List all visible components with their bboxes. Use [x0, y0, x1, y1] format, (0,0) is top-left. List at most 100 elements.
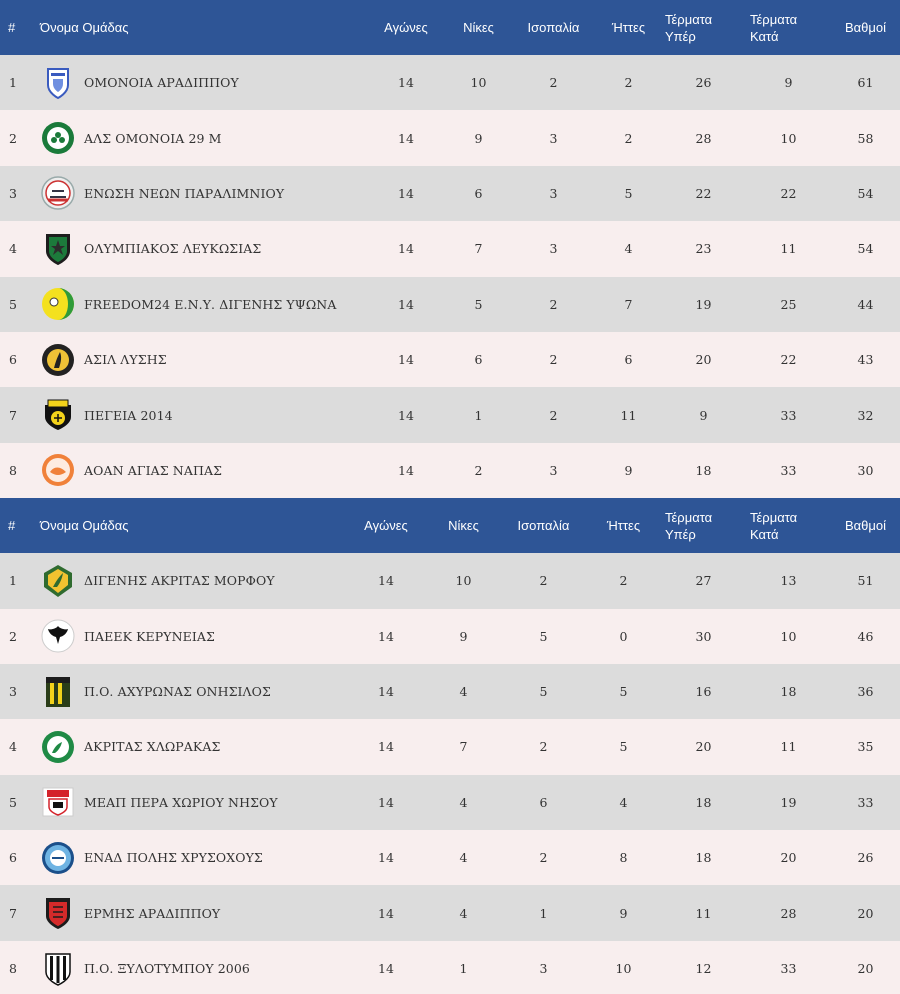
- team-cell[interactable]: ΕΝΑΔ ΠΟΛΗΣ ΧΡΥΣΟΧΟΥΣ: [36, 830, 346, 886]
- team-cell[interactable]: ΕΝΩΣΗ ΝΕΩΝ ΠΑΡΑΛΙΜΝΙΟΥ: [36, 165, 366, 222]
- digenis-morfou-crest-icon: [40, 563, 76, 599]
- goals-against-cell: 25: [746, 276, 831, 332]
- table-row[interactable]: 7 ΠΕΓΕΙΑ 2014 14 1 2 11 9 33 32: [0, 387, 900, 443]
- team-cell[interactable]: FREEDOM24 Ε.Ν.Υ. ΔΙΓΕΝΗΣ ΥΨΩΝΑ: [36, 276, 366, 332]
- header-wins[interactable]: Νίκες: [426, 498, 501, 554]
- team-cell[interactable]: Π.Ο. ΞΥΛΟΤΥΜΠΟΥ 2006: [36, 940, 346, 994]
- header-points[interactable]: Βαθμοί: [831, 498, 900, 554]
- table-row[interactable]: 5 FREEDOM24 Ε.Ν.Υ. ΔΙΓΕΝΗΣ ΥΨΩΝΑ 14 5 2 7 19 25…: [0, 276, 900, 332]
- header-draws[interactable]: Ισοπαλία: [501, 498, 586, 554]
- team-name: Π.Ο. ΞΥΛΟΤΥΜΠΟΥ 2006: [84, 961, 250, 977]
- header-played[interactable]: Αγώνες: [346, 498, 426, 554]
- wins-cell: 7: [446, 221, 511, 277]
- team-link[interactable]: ΟΜΟΝΟΙΑ ΑΡΑΔΙΠΠΟΥ: [40, 65, 362, 101]
- table-row[interactable]: 3 Π.Ο. ΑΧΥΡΩΝΑΣ ΟΝΗΣΙΛΟΣ 14 4 5 5 16 18 36: [0, 663, 900, 720]
- team-cell[interactable]: Π.Ο. ΑΧΥΡΩΝΑΣ ΟΝΗΣΙΛΟΣ: [36, 663, 346, 720]
- team-link[interactable]: ΠΕΓΕΙΑ 2014: [40, 397, 362, 433]
- played-cell: 14: [366, 387, 446, 443]
- header-goals-against[interactable]: Τέρματα Κατά: [746, 0, 831, 55]
- team-link[interactable]: ΕΝΩΣΗ ΝΕΩΝ ΠΑΡΑΛΙΜΝΙΟΥ: [40, 175, 362, 211]
- played-cell: 14: [366, 55, 446, 111]
- played-cell: 14: [366, 442, 446, 499]
- team-cell[interactable]: ΕΡΜΗΣ ΑΡΑΔΙΠΠΟΥ: [36, 885, 346, 941]
- played-cell: 14: [366, 165, 446, 222]
- table-row[interactable]: 5 ΜΕΑΠ ΠΕΡΑ ΧΩΡΙΟΥ ΝΗΣΟΥ 14 4 6 4 18 19 33: [0, 774, 900, 831]
- header-goals-against[interactable]: Τέρματα Κατά: [746, 498, 831, 554]
- wins-cell: 10: [426, 553, 501, 609]
- wins-cell: 6: [446, 331, 511, 388]
- header-losses[interactable]: Ήττες: [586, 498, 661, 554]
- header-goals-for-line2: Υπέρ: [665, 526, 696, 542]
- table-row[interactable]: 6 ΕΝΑΔ ΠΟΛΗΣ ΧΡΥΣΟΧΟΥΣ 14 4 2 8 18 20 26: [0, 830, 900, 886]
- goals-for-cell: 20: [661, 719, 746, 775]
- table-row[interactable]: 8 Π.Ο. ΞΥΛΟΤΥΜΠΟΥ 2006 14 1 3 10 12 33 20: [0, 940, 900, 994]
- goals-against-cell: 33: [746, 442, 831, 499]
- team-cell[interactable]: ΠΑΕΕΚ ΚΕΡΥΝΕΙΑΣ: [36, 608, 346, 664]
- wins-cell: 1: [446, 387, 511, 443]
- points-cell: 61: [831, 55, 900, 111]
- team-link[interactable]: ΑΛΣ ΟΜΟΝΟΙΑ 29 Μ: [40, 120, 362, 156]
- team-cell[interactable]: ΑΣΙΛ ΛΥΣΗΣ: [36, 331, 366, 388]
- table-body: 1 ΟΜΟΝΟΙΑ ΑΡΑΔΙΠΠΟΥ 14 10 2 2 26 9 61 2 ΑΛΣ ΟΜΟΝΟΙ…: [0, 55, 900, 499]
- header-played[interactable]: Αγώνες: [366, 0, 446, 55]
- table-row[interactable]: 7 ΕΡΜΗΣ ΑΡΑΔΙΠΠΟΥ 14 4 1 9 11 28 20: [0, 885, 900, 941]
- team-link[interactable]: ΕΡΜΗΣ ΑΡΑΔΙΠΠΟΥ: [40, 895, 342, 931]
- wins-cell: 1: [426, 940, 501, 994]
- header-goals-for[interactable]: Τέρματα Υπέρ: [661, 498, 746, 554]
- team-cell[interactable]: ΔΙΓΕΝΗΣ ΑΚΡΙΤΑΣ ΜΟΡΦΟΥ: [36, 553, 346, 609]
- team-link[interactable]: Π.Ο. ΞΥΛΟΤΥΜΠΟΥ 2006: [40, 951, 342, 987]
- team-link[interactable]: ΔΙΓΕΝΗΣ ΑΚΡΙΤΑΣ ΜΟΡΦΟΥ: [40, 563, 342, 599]
- points-cell: 20: [831, 885, 900, 941]
- team-cell[interactable]: ΟΛΥΜΠΙΑΚΟΣ ΛΕΥΚΩΣΙΑΣ: [36, 221, 366, 277]
- goals-for-cell: 11: [661, 885, 746, 941]
- team-cell[interactable]: ΟΜΟΝΟΙΑ ΑΡΑΔΙΠΠΟΥ: [36, 55, 366, 111]
- table-row[interactable]: 8 ΑΟΑΝ ΑΓΙΑΣ ΝΑΠΑΣ 14 2 3 9 18 33 30: [0, 442, 900, 499]
- header-wins[interactable]: Νίκες: [446, 0, 511, 55]
- points-cell: 54: [831, 221, 900, 277]
- enp-crest-icon: [40, 175, 76, 211]
- header-team[interactable]: Όνομα Ομάδας: [36, 0, 366, 55]
- wins-cell: 4: [426, 830, 501, 886]
- played-cell: 14: [346, 885, 426, 941]
- goals-for-cell: 16: [661, 663, 746, 720]
- header-rank[interactable]: #: [0, 0, 36, 55]
- team-link[interactable]: ΜΕΑΠ ΠΕΡΑ ΧΩΡΙΟΥ ΝΗΣΟΥ: [40, 784, 342, 820]
- team-link[interactable]: ΑΚΡΙΤΑΣ ΧΛΩΡΑΚΑΣ: [40, 729, 342, 765]
- rank-cell: 4: [0, 221, 36, 277]
- header-team[interactable]: Όνομα Ομάδας: [36, 498, 346, 554]
- header-rank[interactable]: #: [0, 498, 36, 554]
- header-draws[interactable]: Ισοπαλία: [511, 0, 596, 55]
- table-row[interactable]: 4 ΑΚΡΙΤΑΣ ΧΛΩΡΑΚΑΣ 14 7 2 5 20 11 35: [0, 719, 900, 775]
- team-cell[interactable]: ΠΕΓΕΙΑ 2014: [36, 387, 366, 443]
- team-link[interactable]: ΑΣΙΛ ΛΥΣΗΣ: [40, 342, 362, 378]
- header-points[interactable]: Βαθμοί: [831, 0, 900, 55]
- table-row[interactable]: 3 ΕΝΩΣΗ ΝΕΩΝ ΠΑΡΑΛΙΜΝΙΟΥ 14 6 3 5 22 22 54: [0, 165, 900, 222]
- team-link[interactable]: Π.Ο. ΑΧΥΡΩΝΑΣ ΟΝΗΣΙΛΟΣ: [40, 674, 342, 710]
- table-row[interactable]: 6 ΑΣΙΛ ΛΥΣΗΣ 14 6 2 6 20 22 43: [0, 331, 900, 388]
- table-row[interactable]: 2 ΠΑΕΕΚ ΚΕΡΥΝΕΙΑΣ 14 9 5 0 30 10 46: [0, 608, 900, 664]
- header-losses[interactable]: Ήττες: [596, 0, 661, 55]
- team-link[interactable]: ΠΑΕΕΚ ΚΕΡΥΝΕΙΑΣ: [40, 618, 342, 654]
- team-cell[interactable]: ΑΛΣ ΟΜΟΝΟΙΑ 29 Μ: [36, 110, 366, 166]
- team-cell[interactable]: ΑΚΡΙΤΑΣ ΧΛΩΡΑΚΑΣ: [36, 719, 346, 775]
- losses-cell: 9: [596, 442, 661, 499]
- team-cell[interactable]: ΜΕΑΠ ΠΕΡΑ ΧΩΡΙΟΥ ΝΗΣΟΥ: [36, 774, 346, 831]
- team-name: ΑΟΑΝ ΑΓΙΑΣ ΝΑΠΑΣ: [84, 462, 223, 478]
- team-name: ΠΕΓΕΙΑ 2014: [84, 407, 173, 423]
- goals-against-cell: 10: [746, 110, 831, 166]
- header-goals-for[interactable]: Τέρματα Υπέρ: [661, 0, 746, 55]
- team-cell[interactable]: ΑΟΑΝ ΑΓΙΑΣ ΝΑΠΑΣ: [36, 442, 366, 499]
- table-body: 1 ΔΙΓΕΝΗΣ ΑΚΡΙΤΑΣ ΜΟΡΦΟΥ 14 10 2 2 27 13 51 2 ΠΑΕΕ…: [0, 553, 900, 994]
- team-link[interactable]: ΑΟΑΝ ΑΓΙΑΣ ΝΑΠΑΣ: [40, 452, 362, 488]
- team-link[interactable]: FREEDOM24 Ε.Ν.Υ. ΔΙΓΕΝΗΣ ΥΨΩΝΑ: [40, 286, 362, 322]
- losses-cell: 4: [596, 221, 661, 277]
- points-cell: 32: [831, 387, 900, 443]
- wins-cell: 5: [446, 276, 511, 332]
- points-cell: 20: [831, 940, 900, 994]
- table-row[interactable]: 4 ΟΛΥΜΠΙΑΚΟΣ ΛΕΥΚΩΣΙΑΣ 14 7 3 4 23 11 54: [0, 221, 900, 277]
- team-link[interactable]: ΟΛΥΜΠΙΑΚΟΣ ΛΕΥΚΩΣΙΑΣ: [40, 231, 362, 267]
- team-link[interactable]: ΕΝΑΔ ΠΟΛΗΣ ΧΡΥΣΟΧΟΥΣ: [40, 840, 342, 876]
- table-row[interactable]: 2 ΑΛΣ ΟΜΟΝΟΙΑ 29 Μ 14 9 3 2 28 10 58: [0, 110, 900, 166]
- table-row[interactable]: 1 ΟΜΟΝΟΙΑ ΑΡΑΔΙΠΠΟΥ 14 10 2 2 26 9 61: [0, 55, 900, 111]
- table-row[interactable]: 1 ΔΙΓΕΝΗΣ ΑΚΡΙΤΑΣ ΜΟΡΦΟΥ 14 10 2 2 27 13 51: [0, 553, 900, 609]
